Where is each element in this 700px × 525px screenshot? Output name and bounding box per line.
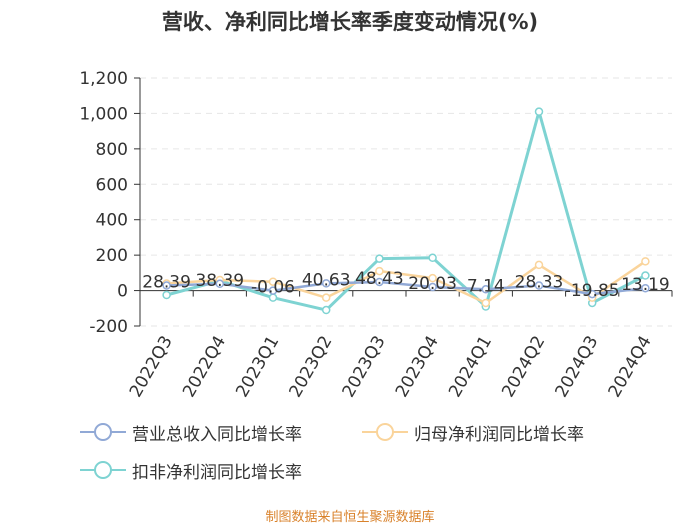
data-label: 13.19 [621, 275, 670, 295]
legend-item-net-profit[interactable]: 归母净利润同比增长率 [362, 420, 584, 445]
series-point [641, 283, 650, 293]
series-point [641, 271, 650, 280]
x-tick-label: 2023Q1 [232, 333, 283, 401]
legend-label-deducted-profit: 扣非净利润同比增长率 [132, 462, 302, 483]
series-point [268, 277, 278, 286]
series-point [587, 289, 597, 299]
series-line [166, 260, 647, 305]
data-source-note: 制图数据来自恒生聚源数据库 [265, 510, 435, 525]
series-point [215, 279, 225, 289]
y-tick-label: -200 [89, 317, 128, 337]
series-point [428, 253, 437, 263]
x-tick-label: 2023Q4 [392, 333, 443, 401]
y-tick-label: 600 [96, 175, 128, 195]
y-tick-label: 0 [117, 282, 128, 302]
series-line [166, 110, 647, 312]
series-point [375, 277, 384, 287]
legend-label-net-profit: 归母净利润同比增长率 [414, 424, 584, 445]
y-tick-label: 1,200 [79, 69, 128, 89]
series-point [321, 293, 331, 302]
data-label: 20.03 [408, 274, 457, 294]
legend-item-deducted-profit[interactable]: 扣非净利润同比增长率 [80, 458, 302, 483]
legend-item-revenue[interactable]: 营业总收入同比增长率 [80, 420, 302, 445]
data-label: 28.33 [515, 273, 564, 293]
data-label: 28.39 [142, 273, 191, 293]
series-point [375, 266, 384, 276]
series-point [481, 298, 491, 308]
legend-label-revenue: 营业总收入同比增长率 [132, 424, 302, 445]
series-point [428, 282, 437, 292]
series-point [534, 107, 544, 116]
legend-revenue-icon [80, 423, 126, 441]
series-point [534, 260, 544, 270]
series-line [166, 280, 646, 296]
y-tick-label: 400 [96, 211, 128, 231]
data-label: -0.06 [251, 278, 295, 298]
data-label: 7.14 [467, 276, 505, 296]
x-tick-label: 2024Q2 [498, 333, 549, 401]
x-tick-label: 2024Q3 [551, 333, 602, 401]
series-point [321, 305, 331, 315]
series-point [321, 279, 331, 288]
series-point [162, 281, 171, 290]
x-tick-label: 2024Q4 [605, 333, 656, 401]
chart-title: 营收、净利同比增长率季度变动情况(%) [161, 10, 539, 34]
legend-net-profit-icon [362, 423, 408, 441]
x-tick-label: 2024Q1 [445, 333, 496, 401]
series-point [534, 281, 544, 290]
x-tick-label: 2022Q4 [179, 333, 230, 401]
series-point [375, 254, 384, 263]
series-point [162, 290, 171, 300]
x-tick-label: 2023Q3 [339, 333, 390, 401]
y-tick-label: 800 [96, 140, 128, 160]
series-point [641, 257, 650, 266]
x-tick-label: 2022Q3 [126, 333, 177, 401]
y-tick-label: 200 [96, 246, 128, 266]
data-label: 48.43 [355, 269, 404, 289]
legend-deducted-profit-icon [80, 461, 126, 479]
data-label: -19.85 [565, 281, 620, 301]
y-tick-label: 1,000 [79, 104, 128, 124]
x-tick-label: 2023Q2 [285, 333, 336, 401]
series-point [481, 285, 491, 294]
data-label: 40.63 [302, 270, 351, 290]
data-label: 38.39 [195, 271, 244, 291]
series-point [268, 286, 278, 295]
series-point [428, 273, 437, 283]
